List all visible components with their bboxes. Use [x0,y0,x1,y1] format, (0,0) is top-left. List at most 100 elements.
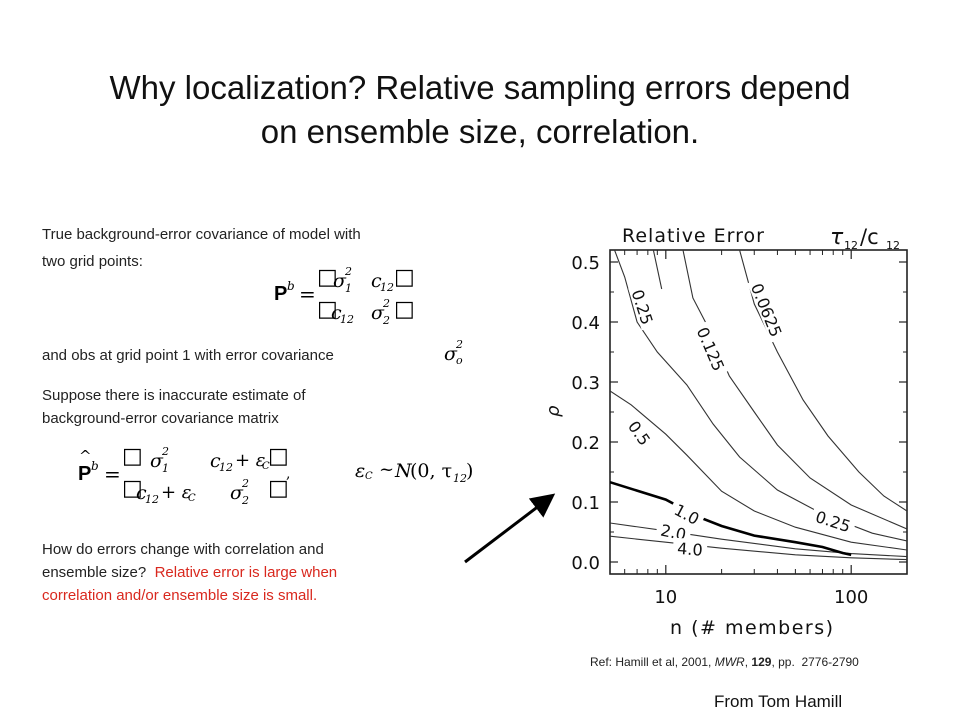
c12-est-bottom: c [136,482,147,504]
ref-prefix: Ref: Hamill et al, 2001, [590,655,715,669]
normal-N: N [395,460,412,482]
paragraph-inaccurate: Suppose there is inaccurate estimate of … [42,384,462,430]
c12-est-top-sub: 12 [219,461,233,474]
chart-title-slash-sub: 12 [886,239,900,252]
normal-close: ) [466,460,474,482]
y-tick-label: 0.4 [571,313,600,334]
para1-line-2: two grid points: [42,253,143,270]
chart-title-math-sub: 12 [844,239,858,252]
x-tick-label: 10 [654,587,677,608]
superscript-b: b [287,279,295,293]
sigma-o-sub: o [456,354,463,367]
chart-title-slash: /c [860,225,879,249]
sigma-1-sup: 2 [345,265,352,278]
tau-sub: 12 [453,472,467,485]
c12-est-bottom-sub: 12 [145,493,159,506]
para4-line-2: ensemble size? Relative error is large w… [42,561,462,584]
contour-label: 0.125 [693,324,728,374]
arrow-line [464,493,556,564]
bracket-top-right: □ [394,265,415,290]
sigma-1: σ [333,270,346,292]
plus-eps-top: + ε [235,450,266,471]
contour-label-bg [692,320,731,377]
sigma-1-sub: 1 [345,282,352,295]
ref-journal: MWR [714,655,745,669]
ref-mid: , [744,655,752,669]
equation-noise-distribution: ε C ~ N (0, τ 12 ) [355,458,485,488]
y-tick-label: 0.0 [571,553,600,574]
contour-label-bg [809,504,858,536]
contour-label-group: 0.125 [692,320,731,377]
sigma-2: σ [371,302,384,324]
sigma-1-est: σ [150,450,163,472]
contour-label-bg [655,518,693,544]
contour-line-0.25 [652,250,663,290]
contour-label-bg [672,537,708,558]
ref-suffix: , pp. 2776-2790 [771,655,859,669]
sigma-2-sup: 2 [383,297,390,310]
y-tick-label: 0.5 [571,253,600,274]
sigma-1-est-sup: 2 [162,445,169,458]
x-axis-label: n (# members) [670,617,835,639]
c12-top-sub: 12 [380,281,394,294]
bracket2-bottom-left: □ [122,476,143,501]
reference-citation: Ref: Hamill et al, 2001, MWR, 129, pp. 2… [590,655,859,669]
sigma-o-sup: 2 [456,338,463,351]
para1-line-1: True background-error covariance of mode… [42,226,361,243]
sigma-1-est-sub: 1 [162,462,169,475]
sigma-o: σ [444,343,457,365]
sigma-o-squared: σ 2 o [444,338,474,371]
equals-sign: = [299,282,316,306]
paragraph-question: How do errors change with correlation an… [42,538,462,607]
para3-line-2: background-error covariance matrix [42,410,279,427]
contour-line-0.125 [682,250,907,530]
paragraph-obs: and obs at grid point 1 with error covar… [42,347,334,364]
p-hat-superscript-b: b [91,459,99,473]
title-line-2: on ensemble size, correlation. [260,112,700,150]
sigma-2-sub: 2 [383,314,390,327]
comma: , [286,466,291,482]
equals-sign-2: = [104,462,121,486]
eps-bottom-sub: C [188,493,196,504]
contour-label-group: 4.0 [672,537,708,560]
title-line-1: Why localization? Relative sampling erro… [109,69,851,106]
sigma-2-est-sub: 2 [242,494,249,507]
para4-line-1: How do errors change with correlation an… [42,541,324,558]
ref-volume: 129 [751,655,772,669]
paragraph-true-covariance: True background-error covariance of mode… [42,223,472,273]
contour-label-bg [628,282,659,331]
y-tick-label: 0.3 [571,373,600,394]
equation-estimated-covariance: P ^ b = □ □ σ 2 1 c 12 + ε C c 12 + ε C … [72,440,322,507]
tilde: ~ [379,459,395,480]
eps-top-sub: C [262,461,270,472]
pointer-arrow [464,493,556,564]
matrix-P-symbol: P [274,283,288,305]
y-tick-label: 0.2 [571,433,600,454]
para3-line-1: Suppose there is inaccurate estimate of [42,387,306,404]
contour-line-4.0 [610,535,907,561]
bracket-bottom-right: □ [394,297,415,322]
hat-accent: ^ [79,447,92,465]
contour-label-group: 0.25 [628,282,659,331]
contour-line-2.0 [610,522,907,558]
para4-line-2-black: ensemble size? [42,564,155,581]
contour-label-bg [668,497,707,530]
eps-c-sub: C [365,471,373,482]
y-tick-label: 0.1 [571,493,600,514]
normal-args: (0, τ [410,460,453,482]
chart-title-math: τ [830,225,844,250]
contour-label: 4.0 [677,539,704,560]
sigma-2-est-sup: 2 [242,477,249,490]
contour-line-0.5 [610,390,907,551]
contour-label-bg [623,413,658,452]
c12-est-top: c [210,450,221,472]
para4-line-3: correlation and/or ensemble size is smal… [42,587,318,604]
sigma-2-est: σ [230,482,243,504]
contour-line-0.0625 [739,250,907,512]
bracket2-top-right: □ [268,444,289,469]
bracket2-bottom-right: □ [268,476,289,501]
matrix-P-hat-symbol: P [78,463,92,485]
equation-true-covariance: P b = □ □ σ 2 1 c 12 c 12 σ 2 2 □ □ [270,262,420,327]
contour-label-bg [747,276,788,343]
contour-label: 0.25 [813,507,853,536]
